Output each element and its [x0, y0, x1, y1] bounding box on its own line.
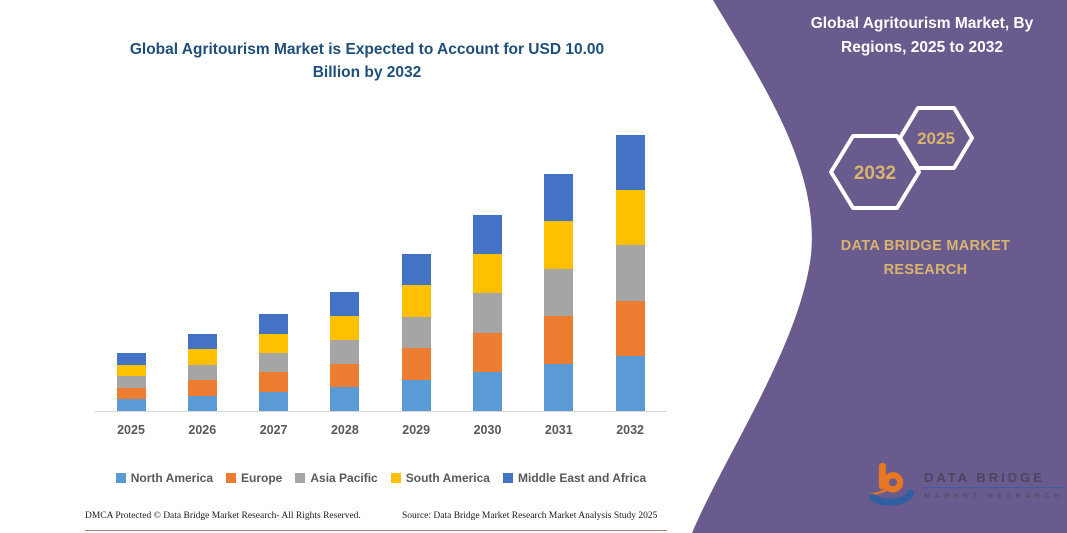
x-axis-label: 2025: [117, 423, 145, 437]
legend-label: Europe: [241, 471, 283, 485]
bar-segment: [330, 316, 360, 340]
bar-segment: [259, 353, 289, 373]
bar-segment: [330, 339, 360, 364]
plot-area: [95, 130, 667, 412]
bar-segment: [116, 387, 146, 400]
bar-segment: [544, 316, 574, 364]
bar-segment: [401, 348, 431, 380]
badge-year-2025: 2025: [917, 129, 955, 148]
bar-segment: [116, 399, 146, 411]
dbmr-logo-icon: [870, 462, 915, 506]
stacked-bar-2025: [116, 353, 146, 411]
bar-segment: [401, 379, 431, 411]
bar-segment: [473, 371, 502, 411]
legend-swatch: [502, 473, 513, 483]
badge-year-2032: 2032: [854, 163, 896, 184]
bar-segment: [401, 253, 431, 286]
bar-segment: [615, 245, 645, 301]
bar-segment: [615, 135, 645, 191]
bar-segment: [187, 380, 217, 396]
chart-title: Global Agritourism Market is Expected to…: [129, 41, 605, 81]
legend-swatch: [226, 473, 237, 483]
stacked-bar-2031: [544, 173, 574, 411]
sidebar-title: Global Agritourism Market, By Regions, 2…: [810, 15, 1034, 56]
bar-segment: [544, 268, 574, 317]
x-axis-labels: 2025 2026 2027 2028 2029 2030 2031 2032: [95, 423, 667, 441]
bar-segment: [544, 221, 574, 269]
chart-legend: North America Europe Asia Pacific South Ame…: [95, 471, 667, 485]
footer-divider-line: [85, 530, 667, 531]
stacked-bar-2028: [330, 292, 360, 411]
bar-segment: [473, 293, 502, 333]
bar-segment: [187, 364, 217, 381]
x-axis-label: 2028: [330, 423, 359, 437]
stacked-bar-2029: [401, 253, 431, 411]
stacked-bar-2026: [187, 333, 217, 411]
bar-segment: [187, 395, 217, 411]
legend-swatch: [115, 473, 126, 483]
x-axis-label: 2026: [188, 423, 217, 437]
year-badges: 2025 2032: [829, 106, 974, 210]
x-axis-label: 2027: [259, 423, 288, 437]
x-axis-label: 2032: [616, 423, 644, 437]
bar-segment: [615, 300, 645, 356]
legend-item: North America: [115, 471, 214, 485]
bar-segment: [615, 190, 645, 246]
footer-dmca-text: DMCA Protected © Data Bridge Market Rese…: [85, 511, 361, 521]
bar-segment: [187, 333, 217, 350]
legend-label: North America: [130, 471, 214, 485]
legend-item: South America: [390, 471, 490, 485]
bar-segment: [473, 254, 502, 294]
bar-segment: [401, 285, 431, 317]
bar-segment: [116, 353, 146, 365]
bar-segment: [544, 363, 574, 411]
x-axis-label: 2029: [402, 423, 431, 437]
legend-item: Middle East and Africa: [502, 471, 647, 485]
bar-segment: [187, 349, 217, 365]
bar-segment: [259, 372, 289, 392]
legend-label: South America: [405, 471, 490, 485]
bar-segment: [401, 316, 431, 349]
brand-wordmark: DATA BRIDGE MARKET RESEARCH: [840, 238, 1011, 278]
logo-line-data-bridge: DATA BRIDGE: [924, 470, 1064, 488]
dbmr-logo-text: DATA BRIDGE MARKET RESEARCH: [924, 470, 1064, 500]
dbmr-logo: DATA BRIDGE MARKET RESEARCH: [870, 461, 1064, 509]
footer-source-text: Source: Data Bridge Market Research Mark…: [402, 511, 658, 521]
bar-segment: [259, 391, 289, 411]
swoosh-shape: [692, 0, 1067, 533]
stacked-bar-2032: [615, 135, 645, 411]
x-axis-label: 2030: [473, 423, 502, 437]
x-axis-label: 2031: [544, 423, 573, 437]
stacked-bar-2030: [473, 215, 502, 411]
bar-segment: [259, 333, 289, 354]
stacked-bar-2027: [259, 314, 289, 411]
bar-segment: [544, 173, 574, 222]
hexagon-2032: [829, 134, 921, 210]
bar-segment: [473, 215, 502, 255]
bar-segment: [259, 314, 289, 334]
bar-segment: [116, 376, 146, 388]
bar-segment: [330, 363, 360, 388]
bar-segment: [116, 364, 146, 377]
legend-item: Asia Pacific: [295, 471, 378, 485]
legend-label: Middle East and Africa: [517, 471, 647, 485]
logo-line-market-research: MARKET RESEARCH: [924, 491, 1064, 500]
bar-segment: [330, 292, 360, 317]
legend-item: Europe: [226, 471, 282, 485]
bar-segment: [615, 355, 645, 411]
legend-label: Asia Pacific: [310, 471, 378, 485]
bar-segment: [330, 387, 360, 411]
legend-swatch: [390, 473, 401, 483]
bar-segment: [473, 332, 502, 372]
legend-swatch: [295, 473, 306, 483]
